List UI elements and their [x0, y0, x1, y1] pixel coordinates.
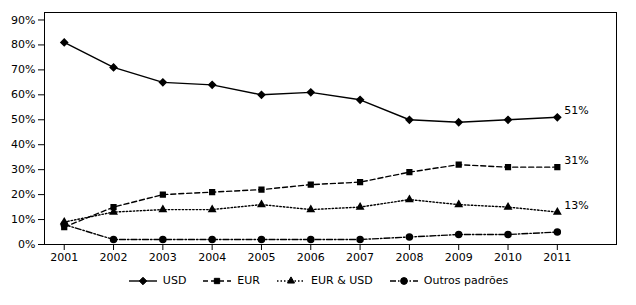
- svg-text:10%: 10%: [11, 213, 35, 226]
- svg-text:51%: 51%: [564, 104, 588, 117]
- svg-text:30%: 30%: [11, 163, 35, 176]
- svg-text:2010: 2010: [494, 251, 522, 264]
- svg-text:2003: 2003: [149, 251, 177, 264]
- svg-text:2004: 2004: [198, 251, 226, 264]
- svg-text:90%: 90%: [11, 14, 35, 27]
- svg-text:2007: 2007: [346, 251, 374, 264]
- svg-text:0%: 0%: [18, 238, 35, 251]
- svg-text:40%: 40%: [11, 138, 35, 151]
- svg-text:50%: 50%: [11, 113, 35, 126]
- svg-text:2002: 2002: [100, 251, 128, 264]
- html-text:Outros padrões: Outros padrões: [423, 274, 509, 287]
- svg-text:2006: 2006: [297, 251, 325, 264]
- html-text:USD: USD: [162, 274, 187, 287]
- svg-text:70%: 70%: [11, 63, 35, 76]
- svg-text:2011: 2011: [543, 251, 571, 264]
- svg-text:2009: 2009: [445, 251, 473, 264]
- svg-text:20%: 20%: [11, 188, 35, 201]
- svg-text:2001: 2001: [50, 251, 78, 264]
- svg-text:2008: 2008: [395, 251, 423, 264]
- svg-text:80%: 80%: [11, 38, 35, 51]
- svg-text:31%: 31%: [564, 154, 588, 167]
- svg-text:60%: 60%: [11, 88, 35, 101]
- svg-text:13%: 13%: [564, 199, 588, 212]
- html-text:EUR & USD: EUR & USD: [311, 274, 373, 287]
- html-text:EUR: EUR: [237, 274, 260, 287]
- svg-text:2005: 2005: [247, 251, 275, 264]
